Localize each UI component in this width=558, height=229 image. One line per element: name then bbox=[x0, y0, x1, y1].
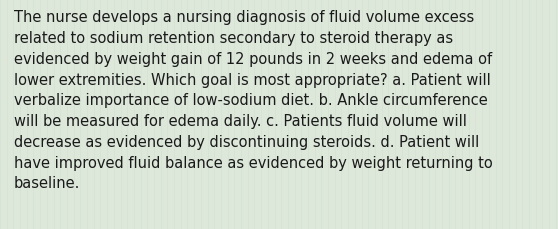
Text: The nurse develops a nursing diagnosis of fluid volume excess
related to sodium : The nurse develops a nursing diagnosis o… bbox=[14, 10, 493, 191]
